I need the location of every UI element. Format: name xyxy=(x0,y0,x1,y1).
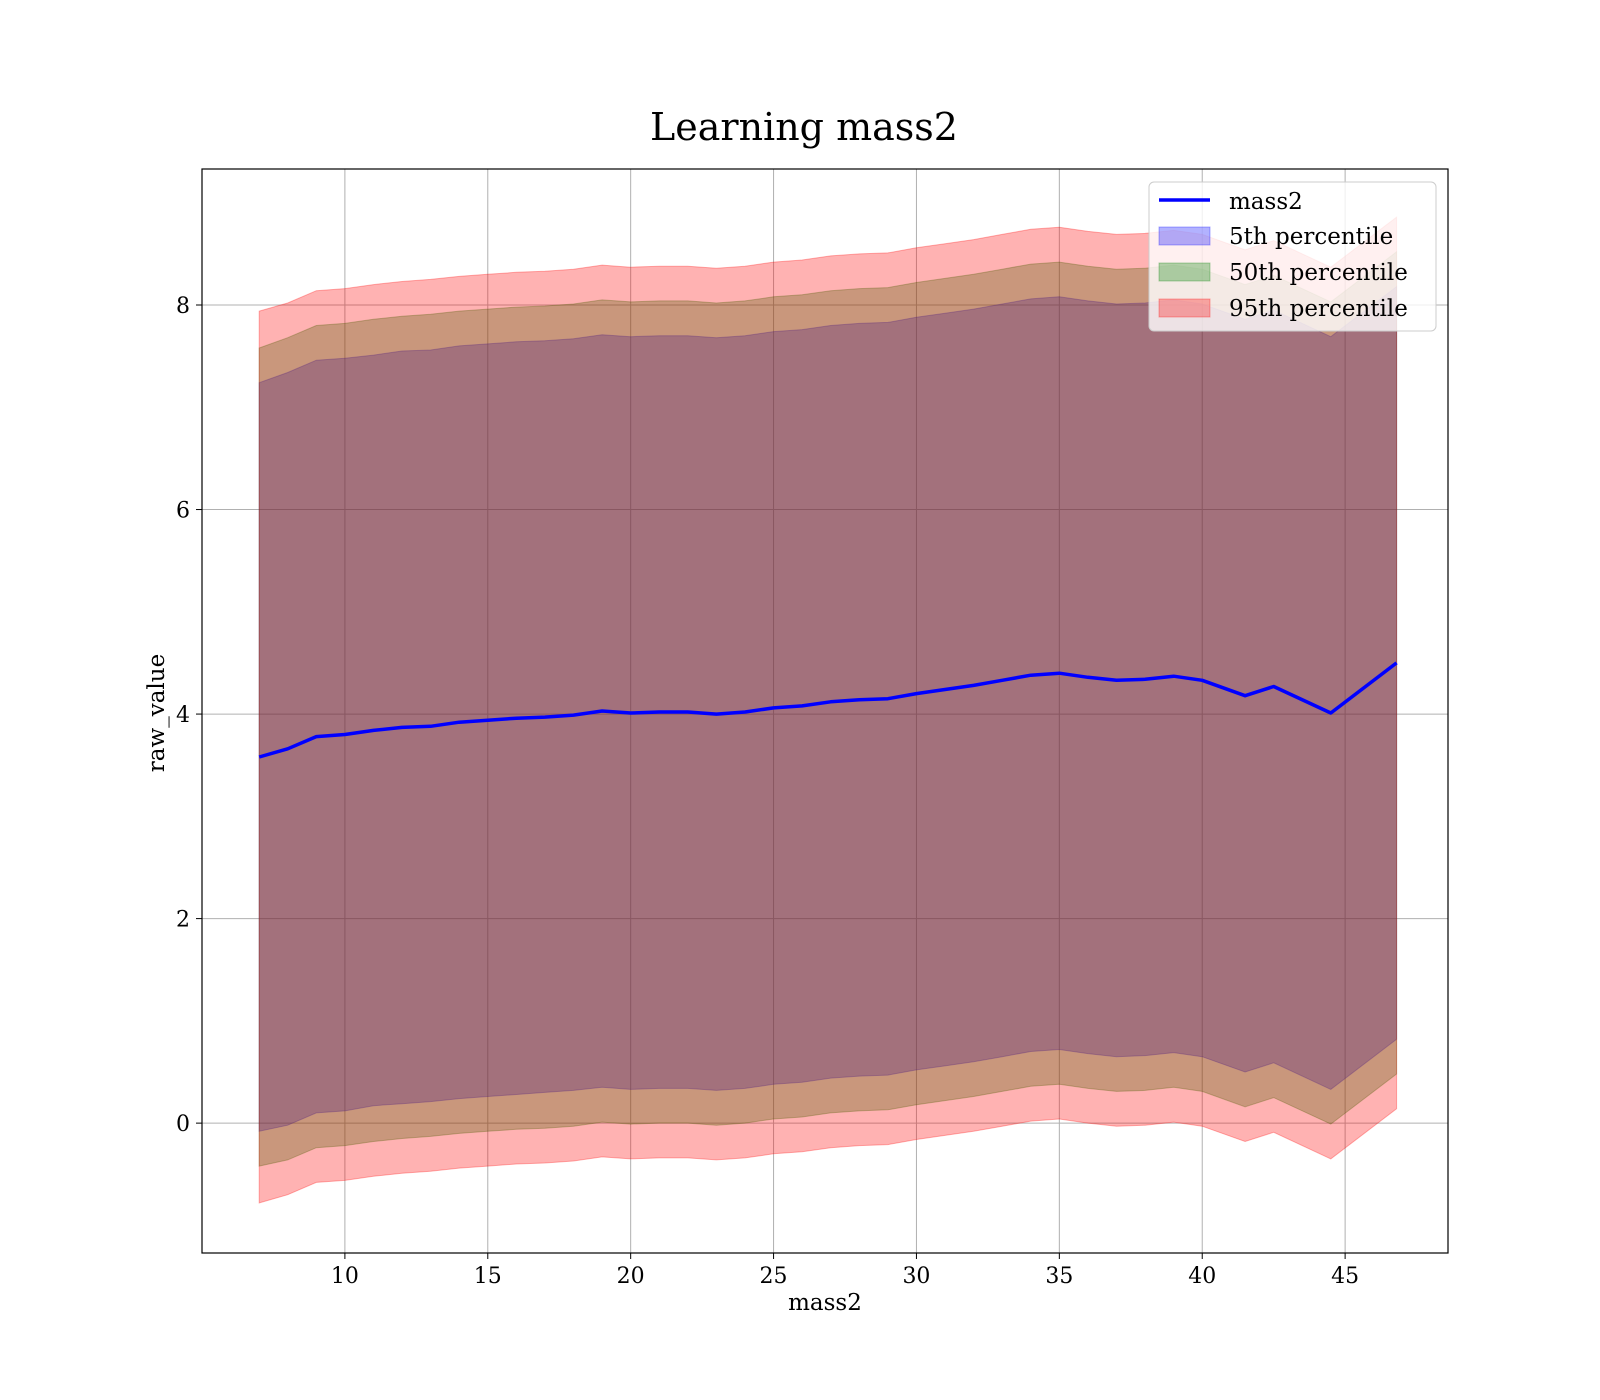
y-tick-label: 0 xyxy=(176,1112,190,1137)
x-tick-label: 30 xyxy=(902,1264,930,1289)
y-axis-ticks: 0 2 4 6 8 xyxy=(176,294,202,1137)
x-tick-label: 40 xyxy=(1188,1264,1216,1289)
legend-swatch-50th-percentile xyxy=(1158,262,1211,282)
legend-label-95th-percentile: 95th percentile xyxy=(1229,296,1408,322)
percentile-bands xyxy=(258,216,1398,1204)
y-tick-label: 8 xyxy=(176,294,190,319)
band-5th-percentile xyxy=(258,285,1398,1132)
y-tick-label: 6 xyxy=(176,499,190,524)
x-tick-label: 35 xyxy=(1045,1264,1073,1289)
legend-box xyxy=(1148,181,1437,332)
plot-frame xyxy=(201,168,1449,1254)
legend-swatch-95th-percentile xyxy=(1158,298,1211,318)
x-tick-label: 20 xyxy=(617,1264,645,1289)
legend-label-mass2: mass2 xyxy=(1229,189,1303,215)
x-axis-ticks: 10 15 20 25 30 35 40 45 xyxy=(331,1253,1359,1289)
x-tick-label: 10 xyxy=(331,1264,359,1289)
x-tick-label: 25 xyxy=(760,1264,788,1289)
band-95th-percentile xyxy=(258,216,1398,1204)
series-line-mass2 xyxy=(258,661,1398,759)
legend-label-5th-percentile: 5th percentile xyxy=(1229,224,1393,250)
x-axis-label: mass2 xyxy=(788,1290,862,1316)
legend-label-50th-percentile: 50th percentile xyxy=(1229,260,1408,286)
band-50th-percentile xyxy=(258,250,1398,1167)
x-tick-label: 45 xyxy=(1331,1264,1359,1289)
grid xyxy=(202,169,1448,1253)
legend-swatch-5th-percentile xyxy=(1158,226,1211,246)
y-tick-label: 2 xyxy=(176,908,190,933)
chart-title: Learning mass2 xyxy=(650,105,958,149)
series-lines xyxy=(258,661,1398,759)
y-axis-label: raw_value xyxy=(144,654,170,772)
legend: mass2 5th percentile 50th percentile 95t… xyxy=(1148,181,1437,332)
x-tick-label: 15 xyxy=(474,1264,502,1289)
y-tick-label: 4 xyxy=(176,703,190,728)
